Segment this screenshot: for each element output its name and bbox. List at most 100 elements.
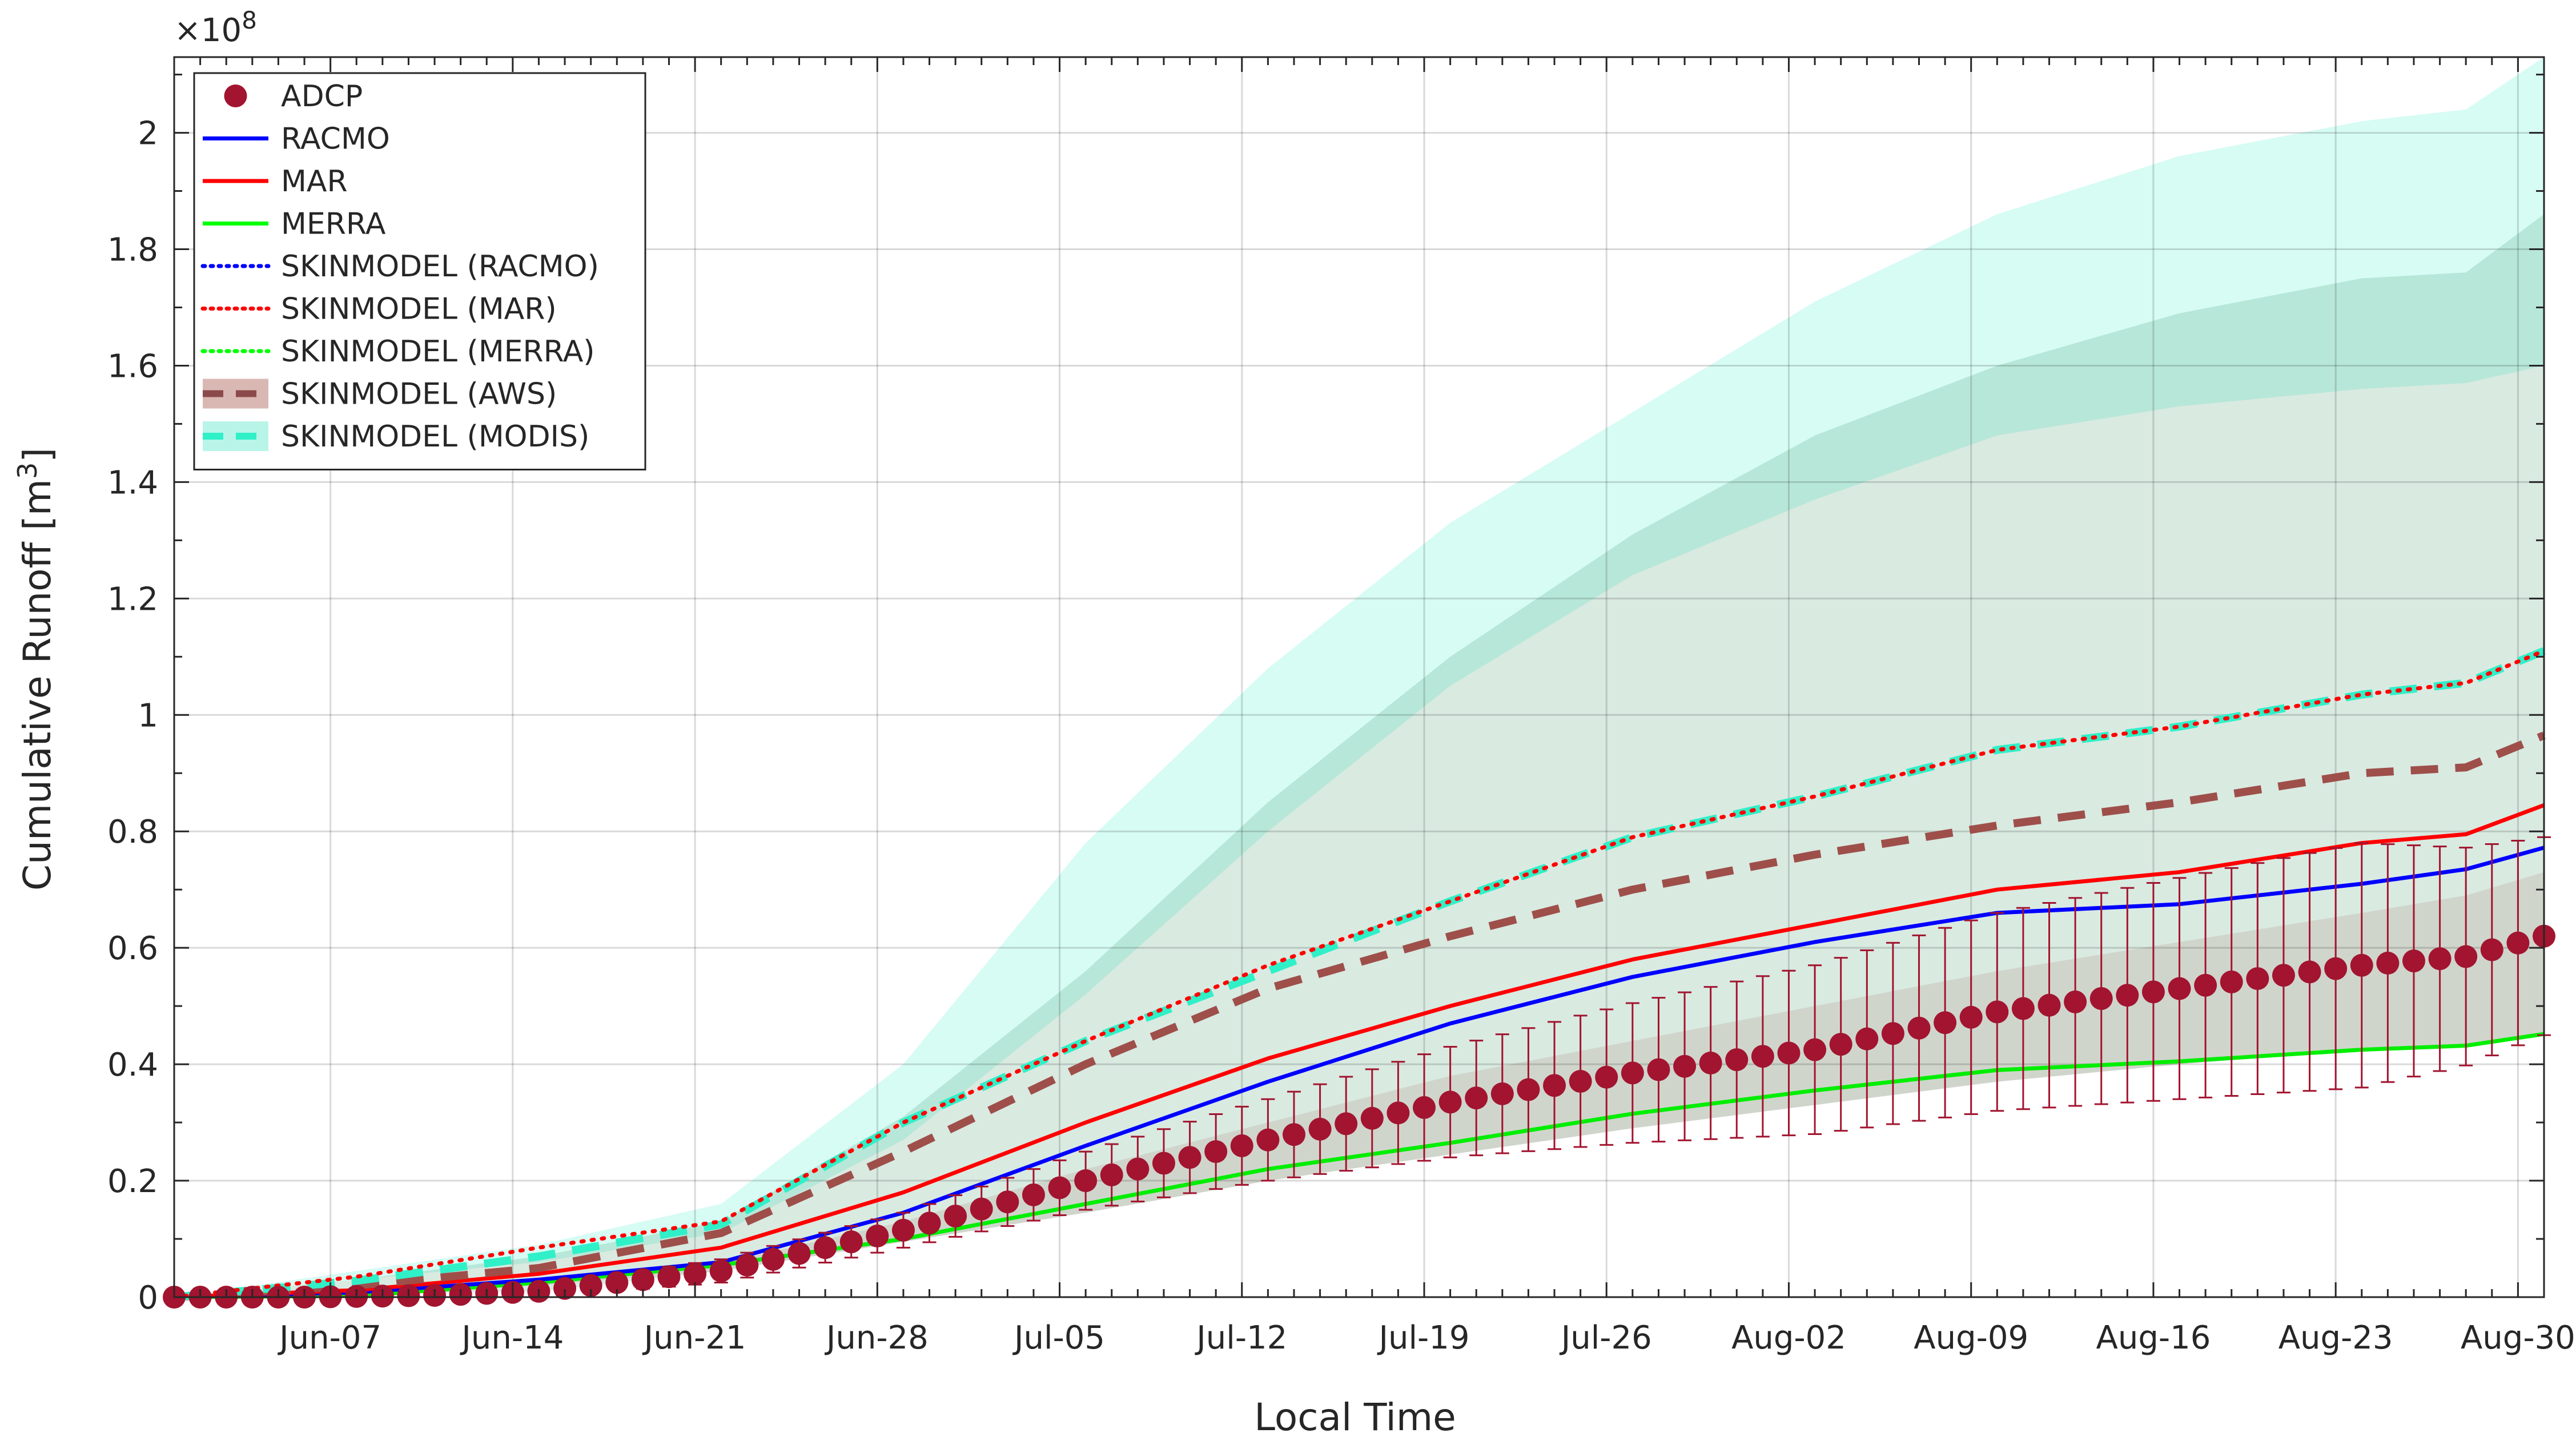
adcp-point [2480,938,2503,961]
y-tick-label: 0.8 [107,814,158,851]
x-axis-title: Local Time [1254,1395,1456,1438]
axes-box [173,56,2545,1298]
y-tick-label: 1.8 [107,232,158,269]
x-tick-label: Jun-28 [825,1319,929,1357]
x-tick-label: Jul-19 [1377,1319,1469,1357]
legend-label: SKINMODEL (RACMO) [281,249,599,284]
adcp-point [553,1277,577,1300]
adcp-point [1074,1169,1098,1193]
legend: ADCP RACMO MAR MERRA SKINMODEL (RACMO) SKINMO… [193,72,646,470]
legend-label: SKINMODEL (AWS) [281,377,557,412]
legend-box [193,72,646,470]
series-line-skinmodel-mar- [172,649,2546,1299]
legend-label: ADCP [281,79,363,114]
axis-ticks: 0 0.2 0.4 0.6 0.8 1 1.2 1.4 1.6 1.8 2 Jun-07 Jun-14 J… [107,57,2575,1357]
adcp-point [1178,1146,1201,1169]
adcp-point [2194,973,2217,997]
adcp-point [2324,957,2348,980]
adcp-point [1438,1090,1462,1114]
adcp-point [1881,1022,1904,1045]
adcp-point [1647,1058,1670,1081]
adcp-point [2350,953,2373,977]
adcp-point [1699,1051,1722,1074]
adcp-point [866,1224,889,1247]
adcp-point [1413,1096,1436,1119]
adcp-point [891,1218,915,1242]
adcp-point [1490,1082,1514,1105]
adcp-point [1360,1106,1384,1130]
adcp-point [2141,980,2165,1004]
y-tick-label: 1.4 [107,464,158,501]
adcp-point [1803,1038,1827,1061]
adcp-point [631,1268,654,1291]
adcp-point [814,1236,837,1259]
adcp-point [1855,1027,1879,1050]
x-tick-label: Aug-23 [2278,1319,2393,1357]
x-tick-label: Aug-16 [2096,1319,2211,1357]
adcp-point [1673,1054,1697,1078]
adcp-point [2272,964,2295,987]
legend-label: SKINMODEL (MAR) [281,292,557,327]
legend-label: RACMO [281,122,390,156]
adcp-point [2246,967,2269,991]
adcp-point [2038,993,2061,1017]
adcp-point [1126,1157,1150,1181]
adcp-point [1022,1183,1045,1206]
y-tick-label: 0.2 [107,1163,158,1200]
adcp-point [2116,984,2139,1007]
adcp-point [2064,990,2087,1013]
adcp-point [2506,931,2530,955]
adcp-point [2428,947,2452,971]
adcp-point [1986,1000,2009,1024]
adcp-point [1934,1011,1957,1035]
adcp-point [1595,1065,1618,1089]
legend-label: SKINMODEL (MODIS) [281,420,589,454]
x-tick-label: Jul-05 [1012,1319,1105,1357]
legend-label: MAR [281,164,348,199]
adcp-point [1907,1016,1931,1040]
adcp-markers [163,836,2555,1309]
y-exponent-label: ×108 [174,6,257,49]
adcp-point [1308,1117,1332,1141]
adcp-point [1100,1163,1123,1186]
adcp-point [657,1265,681,1289]
adcp-point [2454,945,2478,968]
adcp-point [1204,1140,1228,1164]
adcp-point [2402,949,2425,973]
y-tick-label: 2 [138,115,158,152]
x-tick-label: Aug-09 [1914,1319,2028,1357]
series-line-racmo [174,846,2545,1299]
adcp-point [2089,987,2113,1011]
series-lines [172,647,2546,1301]
adcp-point [709,1259,733,1283]
adcp-point [1152,1152,1175,1175]
series-line-skinmodel-aws- [174,731,2546,1301]
adcp-point [970,1197,993,1221]
adcp-point [1751,1045,1774,1068]
band-skinmodel-modis-range [174,57,2544,1297]
adcp-point [605,1271,629,1294]
adcp-point [1959,1005,1983,1029]
adcp-point [736,1253,759,1277]
series-line-mar [174,803,2545,1299]
adcp-point [1829,1033,1852,1056]
adcp-point [1517,1078,1540,1101]
legend-label: MERRA [281,207,386,241]
adcp-point [761,1247,785,1271]
adcp-point [1621,1061,1644,1085]
legend-marker-icon [224,84,247,107]
x-tick-label: Jun-21 [642,1319,746,1357]
x-tick-label: Aug-02 [1731,1319,1846,1357]
adcp-point [684,1262,707,1286]
y-axis-title: Cumulative Runoff [m3] [12,448,59,891]
x-tick-label: Jul-12 [1195,1319,1287,1357]
adcp-point [2220,970,2243,993]
adcp-point [1387,1101,1410,1125]
adcp-point [1725,1048,1749,1072]
adcp-point [1335,1112,1358,1136]
y-tick-label: 1.6 [107,348,158,385]
adcp-point [918,1211,941,1235]
x-tick-label: Jun-07 [278,1319,381,1357]
y-tick-label: 1.2 [107,581,158,618]
